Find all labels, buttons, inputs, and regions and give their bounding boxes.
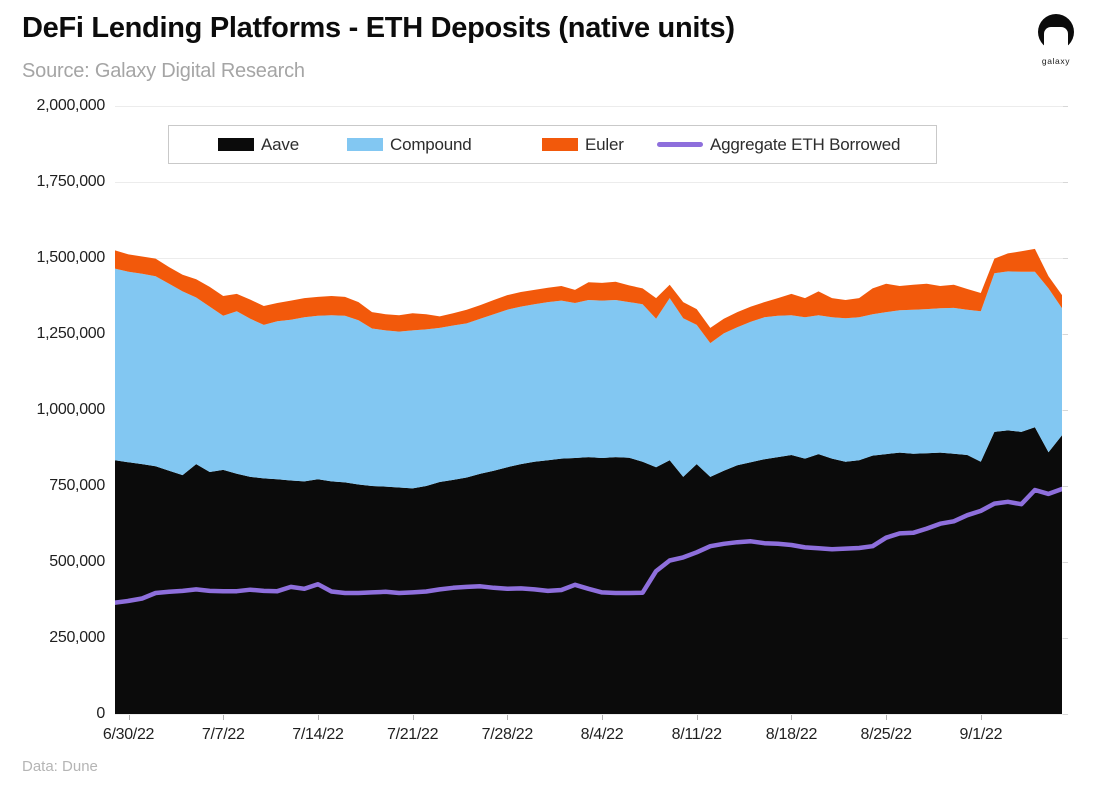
page-title: DeFi Lending Platforms - ETH Deposits (n… xyxy=(22,12,735,44)
x-axis-label: 8/18/22 xyxy=(765,726,818,743)
legend-label-borrowed: Aggregate ETH Borrowed xyxy=(710,134,901,154)
x-axis-label: 8/25/22 xyxy=(860,726,912,743)
x-tick-mark xyxy=(223,715,225,720)
x-tick-mark xyxy=(412,715,414,720)
y-axis-label: 500,000 xyxy=(49,553,105,570)
y-axis-label: 1,000,000 xyxy=(36,401,106,418)
aggregate-eth-borrowed-line xyxy=(115,486,1062,605)
x-tick-mark xyxy=(602,715,604,720)
borrowed-line-swatch-icon xyxy=(657,142,703,147)
x-tick-mark xyxy=(507,715,509,720)
y-axis-label: 1,250,000 xyxy=(36,325,106,342)
gridline-y-2000000 xyxy=(115,106,1067,107)
euler-area xyxy=(115,248,1062,344)
aave-swatch-icon xyxy=(218,138,254,151)
aave-area xyxy=(115,427,1062,714)
galaxy-logo-icon xyxy=(1037,14,1075,54)
x-tick-mark xyxy=(886,715,888,720)
y-axis-label: 2,000,000 xyxy=(36,97,106,114)
y-tick-mark xyxy=(1063,106,1068,107)
legend-item-borrowed: Aggregate ETH Borrowed xyxy=(657,126,900,163)
y-axis-label: 0 xyxy=(96,705,105,722)
x-axis-label: 6/30/22 xyxy=(102,726,155,743)
x-axis-label: 7/7/22 xyxy=(201,726,245,743)
x-axis-label: 7/28/22 xyxy=(481,726,534,743)
y-axis-label: 750,000 xyxy=(49,477,105,494)
legend-label-compound: Compound xyxy=(390,134,472,154)
gridline-y-1750000 xyxy=(115,182,1067,183)
y-tick-mark xyxy=(1063,410,1068,411)
x-axis-label: 8/4/22 xyxy=(580,726,624,743)
x-tick-mark xyxy=(696,715,698,720)
y-axis-label: 250,000 xyxy=(49,629,105,646)
logo-wordmark: galaxy xyxy=(1041,56,1071,66)
y-axis-label: 1,750,000 xyxy=(36,173,106,190)
y-tick-mark xyxy=(1063,562,1068,563)
source-subtitle: Source: Galaxy Digital Research xyxy=(22,60,305,82)
x-axis-label: 7/21/22 xyxy=(386,726,439,743)
x-tick-mark xyxy=(317,715,319,720)
euler-swatch-icon xyxy=(542,138,578,151)
x-axis-label: 7/14/22 xyxy=(292,726,344,743)
y-tick-mark xyxy=(1063,258,1068,259)
gridline-y-0 xyxy=(115,714,1067,715)
logo-square-shape xyxy=(1044,27,1068,53)
y-tick-mark xyxy=(1063,486,1068,487)
x-tick-mark xyxy=(980,715,982,720)
compound-area xyxy=(115,268,1062,489)
galaxy-logo: galaxy xyxy=(1024,14,1088,66)
legend-label-euler: Euler xyxy=(585,134,624,154)
y-tick-mark xyxy=(1063,182,1068,183)
gridline-y-1500000 xyxy=(115,258,1067,259)
legend-item-aave: Aave xyxy=(218,126,299,163)
chart-legend: Aave Compound Euler Aggregate ETH Borrow… xyxy=(168,125,937,164)
y-tick-mark xyxy=(1063,714,1068,715)
y-axis-label: 1,500,000 xyxy=(36,249,106,266)
y-tick-mark xyxy=(1063,638,1068,639)
x-tick-mark xyxy=(791,715,793,720)
legend-item-euler: Euler xyxy=(542,126,624,163)
x-axis-label: 8/11/22 xyxy=(671,726,722,743)
x-axis-label: 9/1/22 xyxy=(959,726,1003,743)
compound-swatch-icon xyxy=(347,138,383,151)
data-credit: Data: Dune xyxy=(22,758,98,775)
legend-label-aave: Aave xyxy=(261,134,299,154)
x-tick-mark xyxy=(128,715,130,720)
legend-item-compound: Compound xyxy=(347,126,472,163)
y-tick-mark xyxy=(1063,334,1068,335)
stacked-area-chart xyxy=(115,248,1062,714)
